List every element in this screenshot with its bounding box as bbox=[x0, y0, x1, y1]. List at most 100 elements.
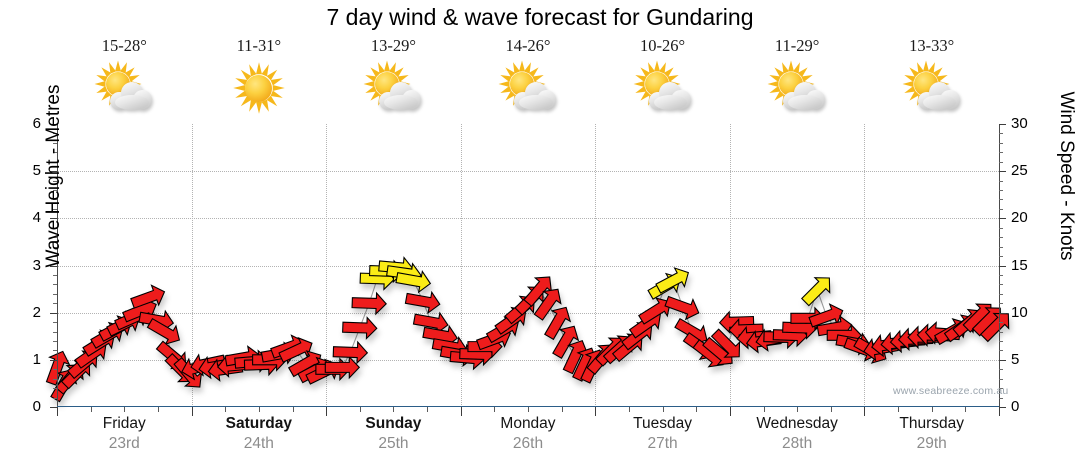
right-axis-minor-tick bbox=[999, 142, 1003, 144]
time-axis-minor-tick bbox=[258, 407, 260, 412]
day-header-tuesday: 10-26° bbox=[595, 36, 730, 124]
day-header-wednesday: 11-29° bbox=[730, 36, 865, 124]
day-name: Friday bbox=[102, 415, 146, 432]
cloud-shape bbox=[648, 82, 691, 110]
cloud-shape bbox=[917, 82, 960, 110]
day-separator-gridline bbox=[864, 124, 866, 407]
right-axis-minor-tick bbox=[999, 237, 1003, 239]
left-axis-minor-tick bbox=[53, 274, 57, 276]
horizontal-gridline bbox=[57, 265, 999, 267]
time-axis-minor-tick bbox=[393, 407, 395, 412]
left-axis-line bbox=[57, 124, 58, 407]
left-axis-minor-tick bbox=[53, 133, 57, 135]
wind-direction-arrow bbox=[404, 290, 441, 315]
right-axis-label: 25 bbox=[1011, 162, 1028, 180]
day-date: 28th bbox=[782, 435, 813, 452]
wind-direction-arrow bbox=[655, 267, 690, 294]
left-axis-label: 0 bbox=[32, 398, 41, 415]
right-axis-minor-tick bbox=[999, 293, 1003, 295]
left-axis-minor-tick bbox=[53, 369, 57, 371]
right-axis-tick bbox=[999, 218, 1006, 220]
right-axis-minor-tick bbox=[999, 284, 1003, 286]
left-axis-minor-tick bbox=[53, 322, 57, 324]
wind-direction-arrow bbox=[324, 355, 361, 380]
time-axis-major-tick bbox=[191, 407, 193, 416]
wind-direction-arrow bbox=[146, 317, 181, 346]
day-footer-strip: Friday 23rd Saturday 24th Sunday 25th Monday 26… bbox=[57, 414, 999, 466]
time-axis-minor-tick bbox=[157, 407, 159, 412]
day-header-sunday: 13-29° bbox=[326, 36, 461, 124]
left-axis-minor-tick bbox=[53, 237, 57, 239]
temperature-range: 13-33° bbox=[909, 36, 955, 55]
sun-icon bbox=[228, 60, 290, 116]
left-axis-label: 3 bbox=[32, 256, 41, 274]
left-axis-minor-tick bbox=[53, 208, 57, 210]
left-axis-label: 4 bbox=[32, 209, 41, 227]
left-axis-minor-tick bbox=[53, 284, 57, 286]
left-axis-tick bbox=[50, 171, 57, 173]
time-axis-minor-tick bbox=[830, 407, 832, 412]
wind-direction-arrow bbox=[130, 284, 166, 309]
right-axis-label: 15 bbox=[1011, 256, 1028, 274]
time-axis-major-tick bbox=[326, 407, 328, 416]
right-axis-minor-tick bbox=[999, 256, 1003, 258]
day-date: 27th bbox=[647, 435, 678, 452]
time-axis-ticks bbox=[57, 407, 1000, 419]
plot-area bbox=[45, 124, 1010, 407]
temperature-range: 13-29° bbox=[370, 36, 416, 55]
right-axis-title: Wind Speed - Knots bbox=[1056, 91, 1077, 261]
sun-behind-cloud-icon bbox=[497, 60, 559, 116]
wind-direction-arrow bbox=[395, 270, 432, 294]
right-axis-minor-tick bbox=[999, 227, 1003, 229]
day-separator-gridline bbox=[326, 124, 328, 407]
time-axis-major-tick bbox=[999, 407, 1000, 416]
left-axis-minor-tick bbox=[53, 246, 57, 248]
right-axis-minor-tick bbox=[999, 397, 1003, 399]
right-axis-tick bbox=[999, 265, 1006, 267]
time-axis-minor-tick bbox=[696, 407, 698, 412]
right-axis-tick bbox=[999, 407, 1006, 408]
left-axis-minor-tick bbox=[53, 152, 57, 154]
day-date: 26th bbox=[512, 435, 544, 452]
day-header-saturday: 11-31° bbox=[192, 36, 327, 124]
left-axis-minor-tick bbox=[53, 293, 57, 295]
left-axis-minor-tick bbox=[53, 397, 57, 399]
left-axis-minor-tick bbox=[53, 340, 57, 342]
right-axis-tick bbox=[999, 124, 1006, 125]
right-axis-tick bbox=[999, 312, 1006, 314]
right-axis-tick bbox=[999, 171, 1006, 173]
wind-direction-arrow bbox=[710, 328, 741, 358]
left-axis-minor-tick bbox=[53, 350, 57, 352]
day-date: 23rd bbox=[108, 435, 140, 452]
right-axis-minor-tick bbox=[999, 378, 1003, 380]
right-axis-label: 5 bbox=[1011, 350, 1020, 368]
time-axis-major-tick bbox=[57, 407, 58, 416]
left-axis-label: 1 bbox=[32, 350, 41, 368]
temperature-range: 14-26° bbox=[505, 36, 551, 55]
time-axis bbox=[57, 406, 999, 407]
day-date: 25th bbox=[378, 435, 409, 452]
day-footer-wednesday: Wednesday 28th bbox=[730, 414, 865, 454]
left-axis-tick bbox=[50, 407, 57, 408]
time-axis-major-tick bbox=[729, 407, 731, 416]
left-axis-minor-tick bbox=[53, 180, 57, 182]
right-axis-minor-tick bbox=[999, 180, 1003, 182]
time-axis-minor-tick bbox=[662, 407, 664, 412]
time-axis-minor-tick bbox=[561, 407, 563, 412]
left-axis-minor-tick bbox=[53, 378, 57, 380]
sun-behind-cloud-icon bbox=[632, 60, 694, 116]
day-separator-gridline bbox=[595, 124, 597, 407]
day-name: Sunday bbox=[365, 415, 422, 432]
right-axis-minor-tick bbox=[999, 369, 1003, 371]
day-footer-thursday: Thursday 29th bbox=[864, 414, 999, 454]
wind-direction-arrow bbox=[562, 339, 589, 375]
cloud-shape bbox=[783, 82, 826, 110]
day-footer-friday: Friday 23rd bbox=[57, 414, 192, 454]
temperature-range: 11-31° bbox=[236, 36, 282, 55]
left-axis-minor-tick bbox=[53, 256, 57, 258]
sun-behind-cloud-icon bbox=[901, 60, 963, 116]
page-title: 7 day wind & wave forecast for Gundaring bbox=[326, 4, 754, 30]
right-axis-minor-tick bbox=[999, 133, 1003, 135]
day-header-strip: 15-28° 11-31° 13-29° 14-26° 10-26° 11-29° 13-3… bbox=[57, 36, 999, 124]
